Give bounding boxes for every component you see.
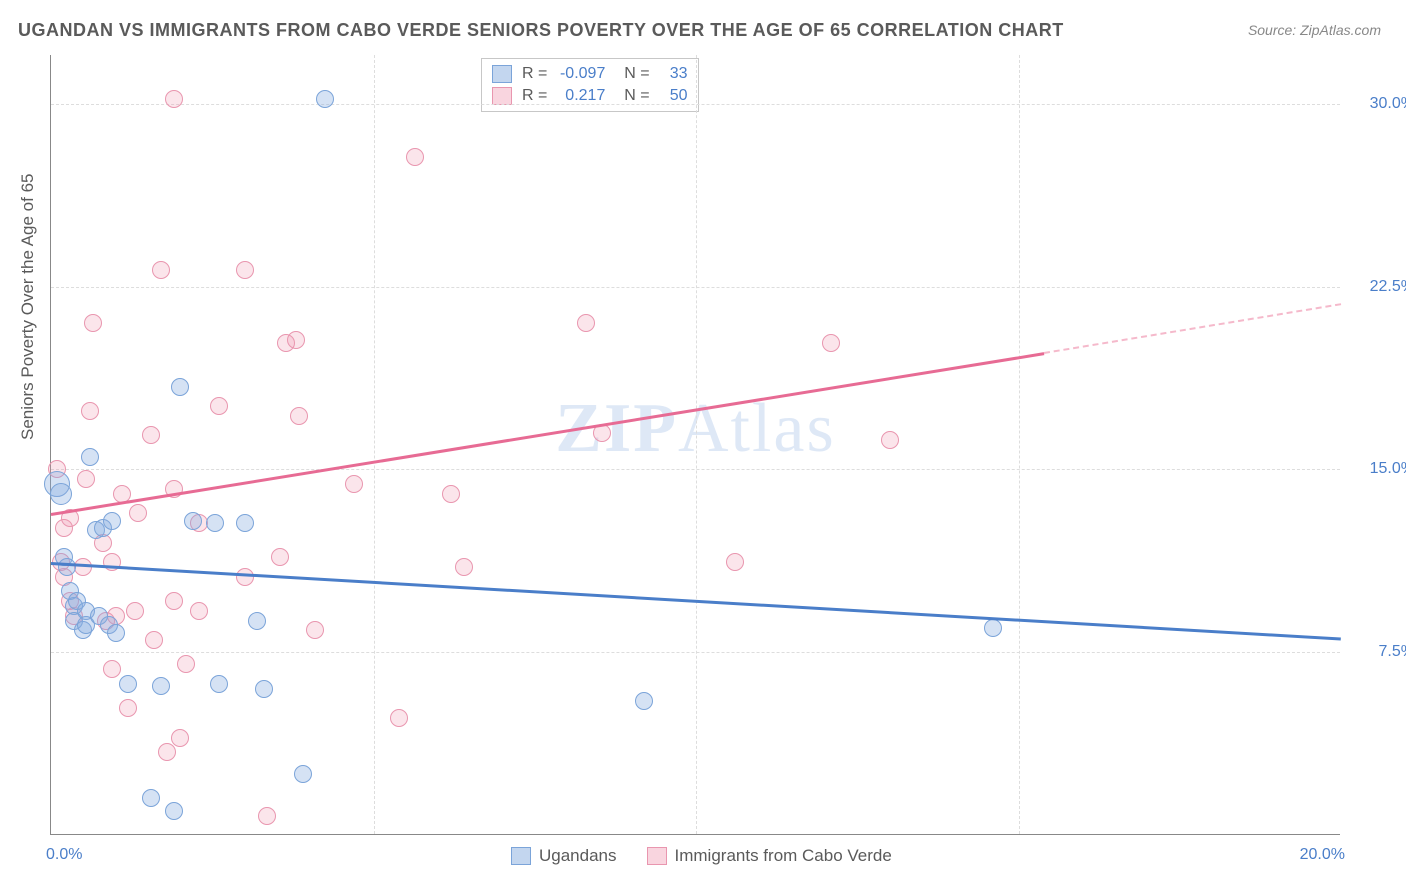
scatter-point-pink — [726, 553, 744, 571]
chart-title: UGANDAN VS IMMIGRANTS FROM CABO VERDE SE… — [18, 20, 1064, 41]
r-value-pink: 0.217 — [557, 87, 605, 105]
scatter-point-blue — [316, 90, 334, 108]
scatter-point-pink — [287, 331, 305, 349]
legend-label-blue: Ugandans — [539, 846, 617, 866]
scatter-point-pink — [145, 631, 163, 649]
scatter-point-pink — [142, 426, 160, 444]
scatter-point-pink — [126, 602, 144, 620]
scatter-point-pink — [455, 558, 473, 576]
scatter-point-pink — [442, 485, 460, 503]
scatter-point-blue — [119, 675, 137, 693]
x-tick-label: 0.0% — [46, 846, 82, 864]
legend-label-pink: Immigrants from Cabo Verde — [675, 846, 892, 866]
n-label: N = — [615, 87, 649, 105]
y-tick-label: 7.5% — [1350, 643, 1406, 661]
scatter-point-pink — [152, 261, 170, 279]
scatter-point-blue — [142, 789, 160, 807]
y-tick-label: 30.0% — [1350, 95, 1406, 113]
scatter-point-pink — [210, 397, 228, 415]
y-axis-title: Seniors Poverty Over the Age of 65 — [18, 174, 38, 440]
y-tick-label: 15.0% — [1350, 460, 1406, 478]
scatter-point-pink — [77, 470, 95, 488]
scatter-point-pink — [345, 475, 363, 493]
x-tick-label: 20.0% — [1300, 846, 1345, 864]
scatter-point-pink — [406, 148, 424, 166]
n-label: N = — [615, 65, 649, 83]
scatter-point-blue — [236, 514, 254, 532]
scatter-point-pink — [119, 699, 137, 717]
scatter-point-pink — [881, 431, 899, 449]
scatter-point-blue — [210, 675, 228, 693]
scatter-point-pink — [236, 261, 254, 279]
scatter-point-pink — [306, 621, 324, 639]
swatch-pink-icon — [647, 847, 667, 865]
scatter-point-blue — [206, 514, 224, 532]
scatter-point-pink — [177, 655, 195, 673]
scatter-point-pink — [577, 314, 595, 332]
swatch-blue-icon — [492, 65, 512, 83]
scatter-point-blue — [152, 677, 170, 695]
source-attribution: Source: ZipAtlas.com — [1248, 22, 1381, 38]
legend-item-blue: Ugandans — [511, 846, 617, 866]
scatter-point-blue — [294, 765, 312, 783]
scatter-point-pink — [290, 407, 308, 425]
scatter-point-pink — [822, 334, 840, 352]
scatter-point-blue — [635, 692, 653, 710]
legend-item-pink: Immigrants from Cabo Verde — [647, 846, 892, 866]
r-value-blue: -0.097 — [557, 65, 605, 83]
scatter-point-blue — [81, 448, 99, 466]
scatter-point-pink — [165, 90, 183, 108]
grid-line-v — [1019, 55, 1020, 834]
bottom-legend: Ugandans Immigrants from Cabo Verde — [511, 846, 892, 866]
scatter-point-pink — [258, 807, 276, 825]
scatter-point-blue — [58, 558, 76, 576]
swatch-blue-icon — [511, 847, 531, 865]
scatter-point-blue — [984, 619, 1002, 637]
scatter-point-blue — [107, 624, 125, 642]
scatter-point-pink — [103, 660, 121, 678]
plot-area: ZIPAtlas R = -0.097 N = 33 R = 0.217 N =… — [50, 55, 1340, 835]
y-tick-label: 22.5% — [1350, 278, 1406, 296]
scatter-point-pink — [271, 548, 289, 566]
scatter-point-pink — [158, 743, 176, 761]
swatch-pink-icon — [492, 87, 512, 105]
r-label: R = — [522, 65, 547, 83]
scatter-point-pink — [129, 504, 147, 522]
scatter-point-blue — [255, 680, 273, 698]
scatter-point-pink — [171, 729, 189, 747]
scatter-point-pink — [165, 592, 183, 610]
stats-row-blue: R = -0.097 N = 33 — [492, 63, 688, 85]
grid-line-v — [374, 55, 375, 834]
scatter-point-pink — [190, 602, 208, 620]
scatter-point-pink — [81, 402, 99, 420]
scatter-point-blue — [103, 512, 121, 530]
r-label: R = — [522, 87, 547, 105]
scatter-point-blue — [171, 378, 189, 396]
scatter-point-blue — [165, 802, 183, 820]
scatter-point-blue — [248, 612, 266, 630]
scatter-point-pink — [390, 709, 408, 727]
grid-line-v — [696, 55, 697, 834]
n-value-pink: 50 — [660, 87, 688, 105]
n-value-blue: 33 — [660, 65, 688, 83]
trend-line-pink-dashed — [1044, 304, 1341, 355]
scatter-point-blue — [184, 512, 202, 530]
scatter-point-blue — [50, 483, 72, 505]
scatter-point-pink — [84, 314, 102, 332]
